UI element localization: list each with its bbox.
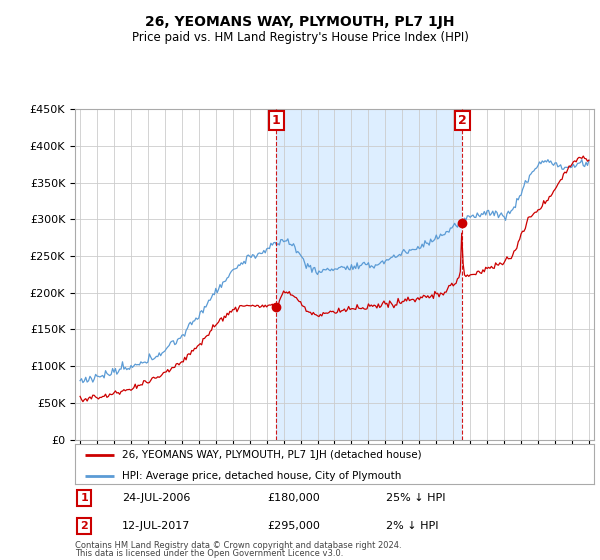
Text: 12-JUL-2017: 12-JUL-2017 (122, 521, 190, 531)
Text: 25% ↓ HPI: 25% ↓ HPI (386, 493, 446, 503)
Text: Contains HM Land Registry data © Crown copyright and database right 2024.: Contains HM Land Registry data © Crown c… (75, 541, 401, 550)
Text: £295,000: £295,000 (267, 521, 320, 531)
Text: 26, YEOMANS WAY, PLYMOUTH, PL7 1JH: 26, YEOMANS WAY, PLYMOUTH, PL7 1JH (145, 15, 455, 29)
Text: 1: 1 (80, 493, 88, 503)
Text: This data is licensed under the Open Government Licence v3.0.: This data is licensed under the Open Gov… (75, 549, 343, 558)
Text: 26, YEOMANS WAY, PLYMOUTH, PL7 1JH (detached house): 26, YEOMANS WAY, PLYMOUTH, PL7 1JH (deta… (122, 450, 421, 460)
Text: £180,000: £180,000 (267, 493, 320, 503)
Text: HPI: Average price, detached house, City of Plymouth: HPI: Average price, detached house, City… (122, 470, 401, 480)
Bar (276, 109, 462, 440)
Text: Price paid vs. HM Land Registry's House Price Index (HPI): Price paid vs. HM Land Registry's House … (131, 31, 469, 44)
Text: 2: 2 (458, 114, 467, 127)
Text: 1: 1 (272, 114, 281, 127)
Text: 2: 2 (80, 521, 88, 531)
Text: 2% ↓ HPI: 2% ↓ HPI (386, 521, 439, 531)
Text: 24-JUL-2006: 24-JUL-2006 (122, 493, 190, 503)
